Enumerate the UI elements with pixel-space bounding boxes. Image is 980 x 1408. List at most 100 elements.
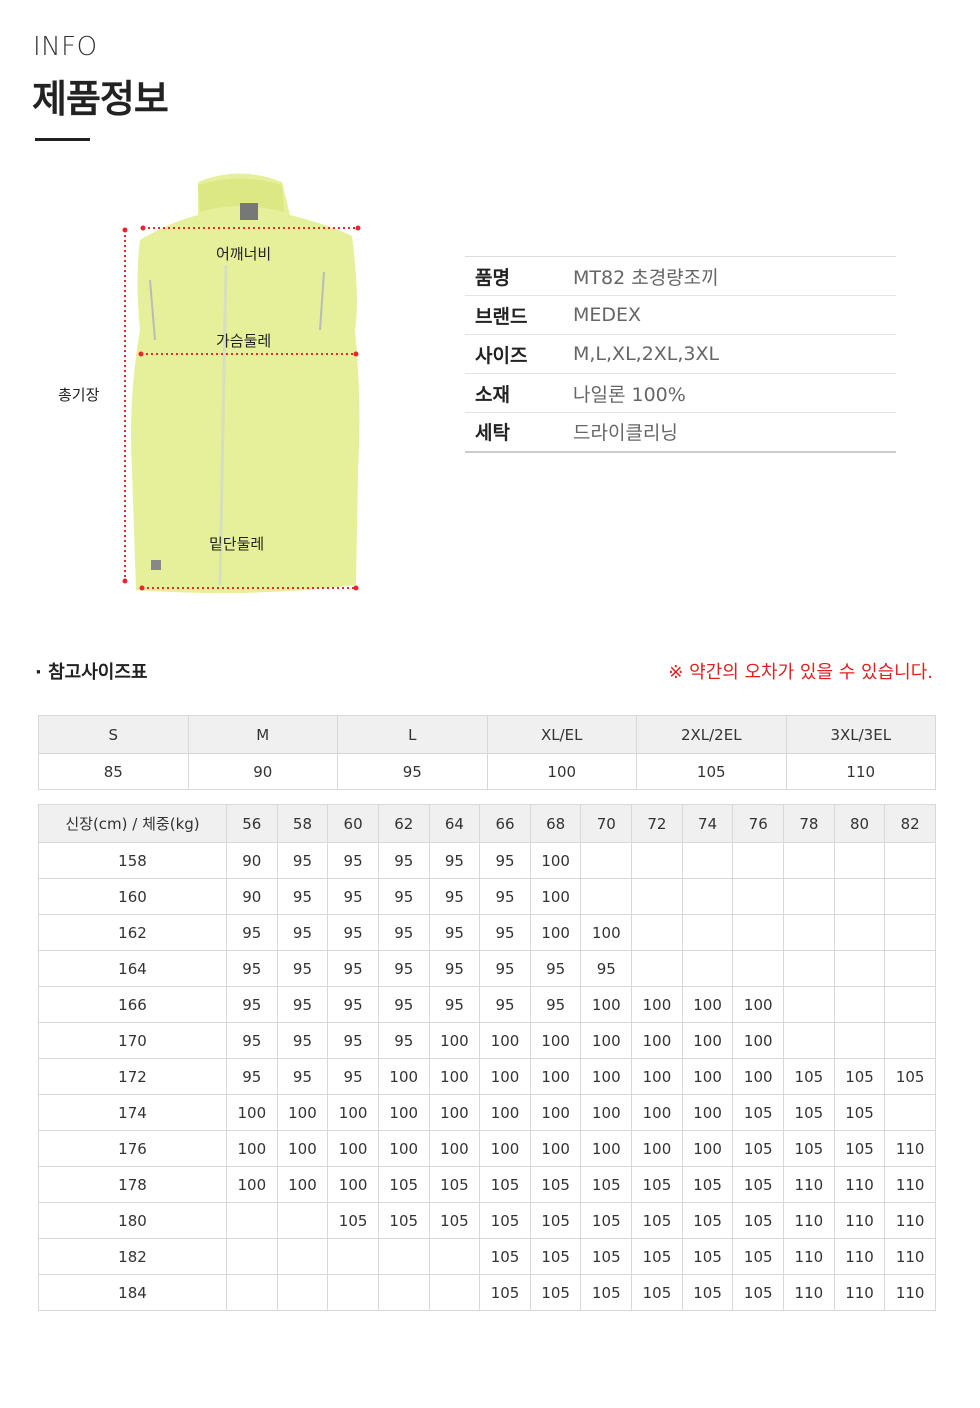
size-cell: 105 bbox=[529, 1238, 582, 1275]
size-cell: 100 bbox=[681, 1130, 734, 1167]
size-cell bbox=[276, 1202, 329, 1239]
size-cell: 105 bbox=[732, 1094, 785, 1131]
size-cell: 100 bbox=[529, 842, 582, 879]
size-cell: 105 bbox=[631, 1202, 683, 1239]
size-cell: 95 bbox=[479, 878, 531, 915]
size-cell: 100 bbox=[327, 1166, 379, 1203]
size-cell: 110 bbox=[783, 1202, 835, 1239]
size-cell: 95 bbox=[276, 1058, 329, 1095]
table-row: 166 95 95 95 95 95 95 95 100 100 100 100 bbox=[38, 986, 936, 1023]
size-cell: 95 bbox=[428, 914, 481, 951]
size-cell bbox=[327, 1274, 379, 1311]
size-cell: 100 bbox=[226, 1130, 278, 1167]
size-cell: 105 bbox=[732, 1274, 785, 1311]
size-cell bbox=[884, 914, 936, 951]
tolerance-note: ※ 약간의 오차가 있을 수 있습니다. bbox=[668, 662, 933, 683]
size-cell: 100 bbox=[631, 1130, 683, 1167]
table-row: 174 100 100 100 100 100 100 100 100 100 100 105 105 1… bbox=[38, 1094, 936, 1131]
weight-header-cell: 74 bbox=[681, 804, 734, 843]
size-cell: 90 bbox=[226, 878, 278, 915]
size-value-cell: 100 bbox=[486, 753, 637, 790]
size-cell: 105 bbox=[884, 1058, 936, 1095]
fit-corner-cell: 신장(cm) / 체중(kg) bbox=[38, 804, 227, 843]
size-cell: 100 bbox=[529, 1094, 582, 1131]
size-cell: 95 bbox=[327, 1022, 379, 1059]
label-length: 총기장 bbox=[58, 386, 100, 404]
size-cell: 95 bbox=[428, 986, 481, 1023]
size-cell bbox=[631, 842, 683, 879]
size-cell: 95 bbox=[276, 986, 329, 1023]
size-cell: 95 bbox=[327, 1058, 379, 1095]
size-cell bbox=[783, 842, 835, 879]
size-cell bbox=[580, 878, 633, 915]
size-cell: 100 bbox=[529, 1058, 582, 1095]
spec-key: 품명 bbox=[465, 256, 573, 296]
spec-key: 사이즈 bbox=[465, 334, 573, 374]
size-cell bbox=[226, 1274, 278, 1311]
size-cell bbox=[631, 878, 683, 915]
size-cell bbox=[732, 842, 785, 879]
size-header-cell: 2XL/2EL bbox=[636, 715, 787, 754]
spec-row: 사이즈 M,L,XL,2XL,3XL bbox=[465, 334, 896, 374]
size-cell: 110 bbox=[833, 1274, 886, 1311]
size-cell: 100 bbox=[529, 1130, 582, 1167]
size-cell: 100 bbox=[580, 914, 633, 951]
table-row: 170 95 95 95 95 100 100 100 100 100 100 100 bbox=[38, 1022, 936, 1059]
spec-value: M,L,XL,2XL,3XL bbox=[573, 334, 896, 374]
size-cell bbox=[681, 914, 734, 951]
size-cell: 100 bbox=[529, 914, 582, 951]
size-cell bbox=[884, 1094, 936, 1131]
spec-row: 소재 나일론 100% bbox=[465, 373, 896, 413]
size-cell: 95 bbox=[226, 1058, 278, 1095]
label-hem: 밑단둘레 bbox=[209, 535, 265, 553]
table-row: 182 105 105 105 105 105 105 110 110 110 bbox=[38, 1238, 936, 1275]
height-cell: 178 bbox=[38, 1166, 227, 1203]
size-cell: 95 bbox=[377, 986, 430, 1023]
size-cell bbox=[226, 1202, 278, 1239]
size-cell: 105 bbox=[833, 1094, 886, 1131]
size-cell: 100 bbox=[631, 986, 683, 1023]
table-row: 162 95 95 95 95 95 95 100 100 bbox=[38, 914, 936, 951]
size-cell: 95 bbox=[479, 914, 531, 951]
size-cell: 105 bbox=[732, 1166, 785, 1203]
height-cell: 166 bbox=[38, 986, 227, 1023]
size-cell: 95 bbox=[580, 950, 633, 987]
size-cell: 105 bbox=[529, 1166, 582, 1203]
size-cell: 95 bbox=[428, 878, 481, 915]
size-cell: 95 bbox=[276, 1022, 329, 1059]
spec-row: 세탁 드라이클리닝 bbox=[465, 412, 896, 452]
size-cell: 105 bbox=[681, 1274, 734, 1311]
height-cell: 184 bbox=[38, 1274, 227, 1311]
size-cell: 110 bbox=[833, 1202, 886, 1239]
size-header-row: S M L XL/EL 2XL/2EL 3XL/3EL bbox=[38, 715, 936, 754]
height-cell: 170 bbox=[38, 1022, 227, 1059]
size-cell: 100 bbox=[732, 1022, 785, 1059]
size-cell: 100 bbox=[681, 1022, 734, 1059]
size-cell: 100 bbox=[580, 1094, 633, 1131]
height-cell: 164 bbox=[38, 950, 227, 987]
size-cell: 105 bbox=[479, 1202, 531, 1239]
size-cell bbox=[833, 950, 886, 987]
height-cell: 176 bbox=[38, 1130, 227, 1167]
fit-table: 신장(cm) / 체중(kg) 56 58 60 62 64 66 68 70 72 74 76 78 8… bbox=[38, 804, 936, 1311]
size-cell bbox=[428, 1274, 481, 1311]
weight-header-cell: 70 bbox=[580, 804, 633, 843]
height-cell: 172 bbox=[38, 1058, 227, 1095]
size-cell: 95 bbox=[377, 950, 430, 987]
label-shoulder: 어깨너비 bbox=[216, 245, 272, 263]
size-cell: 95 bbox=[377, 878, 430, 915]
weight-header-cell: 80 bbox=[833, 804, 886, 843]
table-row: 158 90 95 95 95 95 95 100 bbox=[38, 842, 936, 879]
size-value-cell: 90 bbox=[187, 753, 338, 790]
size-cell: 100 bbox=[580, 1022, 633, 1059]
size-cell: 105 bbox=[732, 1202, 785, 1239]
size-cell bbox=[428, 1238, 481, 1275]
size-cell: 100 bbox=[428, 1022, 481, 1059]
size-cell bbox=[884, 842, 936, 879]
size-cell: 95 bbox=[479, 842, 531, 879]
size-cell: 110 bbox=[884, 1274, 936, 1311]
weight-header-cell: 66 bbox=[479, 804, 531, 843]
size-cell: 100 bbox=[479, 1022, 531, 1059]
table-row: 164 95 95 95 95 95 95 95 95 bbox=[38, 950, 936, 987]
size-cell bbox=[681, 950, 734, 987]
